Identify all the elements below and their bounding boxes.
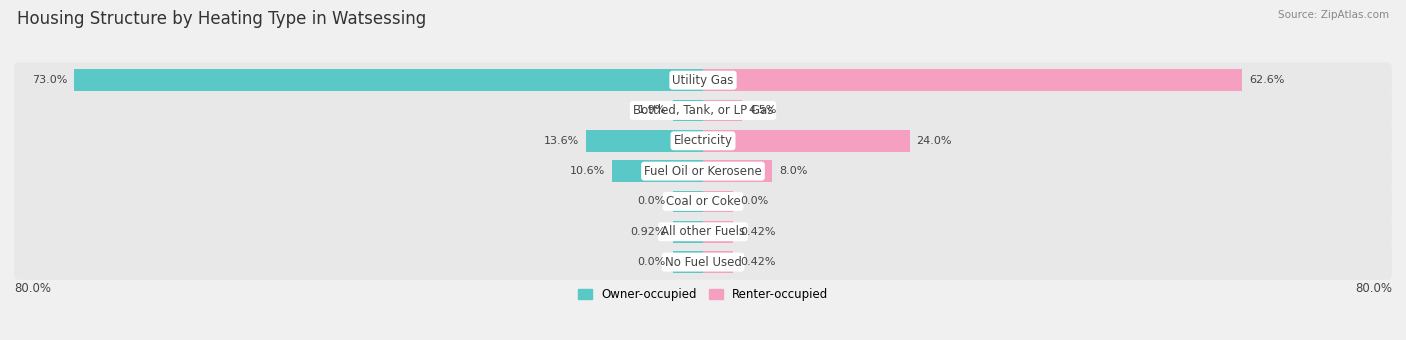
Bar — [703, 221, 733, 243]
Bar — [703, 190, 733, 212]
FancyBboxPatch shape — [14, 123, 1392, 158]
Text: 8.0%: 8.0% — [779, 166, 807, 176]
Text: Fuel Oil or Kerosene: Fuel Oil or Kerosene — [644, 165, 762, 177]
Text: 0.0%: 0.0% — [638, 257, 666, 267]
Bar — [703, 130, 910, 152]
Bar — [75, 69, 703, 91]
Text: 73.0%: 73.0% — [32, 75, 67, 85]
Bar — [586, 130, 703, 152]
Text: 0.42%: 0.42% — [740, 257, 776, 267]
Text: All other Fuels: All other Fuels — [661, 225, 745, 238]
Bar — [703, 160, 772, 182]
Text: No Fuel Used: No Fuel Used — [665, 256, 741, 269]
Text: 62.6%: 62.6% — [1249, 75, 1284, 85]
Bar — [612, 160, 703, 182]
Text: 0.0%: 0.0% — [740, 197, 768, 206]
Legend: Owner-occupied, Renter-occupied: Owner-occupied, Renter-occupied — [572, 283, 834, 306]
Text: 13.6%: 13.6% — [544, 136, 579, 146]
Text: 0.92%: 0.92% — [630, 227, 666, 237]
Text: 80.0%: 80.0% — [14, 282, 51, 295]
FancyBboxPatch shape — [14, 63, 1392, 98]
FancyBboxPatch shape — [14, 93, 1392, 128]
Text: 0.0%: 0.0% — [638, 197, 666, 206]
Bar — [673, 221, 703, 243]
Text: 0.42%: 0.42% — [740, 227, 776, 237]
Bar — [703, 100, 742, 121]
Bar — [673, 251, 703, 273]
Text: Electricity: Electricity — [673, 134, 733, 147]
FancyBboxPatch shape — [14, 154, 1392, 189]
Text: Coal or Coke: Coal or Coke — [665, 195, 741, 208]
Bar — [703, 69, 1241, 91]
Text: 80.0%: 80.0% — [1355, 282, 1392, 295]
Text: Utility Gas: Utility Gas — [672, 74, 734, 87]
Text: 10.6%: 10.6% — [569, 166, 605, 176]
Text: 4.5%: 4.5% — [748, 105, 778, 116]
Text: 1.9%: 1.9% — [637, 105, 666, 116]
Bar — [673, 100, 703, 121]
Text: Source: ZipAtlas.com: Source: ZipAtlas.com — [1278, 10, 1389, 20]
FancyBboxPatch shape — [14, 184, 1392, 219]
Text: Bottled, Tank, or LP Gas: Bottled, Tank, or LP Gas — [633, 104, 773, 117]
Bar — [703, 251, 733, 273]
Text: Housing Structure by Heating Type in Watsessing: Housing Structure by Heating Type in Wat… — [17, 10, 426, 28]
Bar — [673, 190, 703, 212]
Text: 24.0%: 24.0% — [917, 136, 952, 146]
FancyBboxPatch shape — [14, 214, 1392, 249]
FancyBboxPatch shape — [14, 244, 1392, 280]
